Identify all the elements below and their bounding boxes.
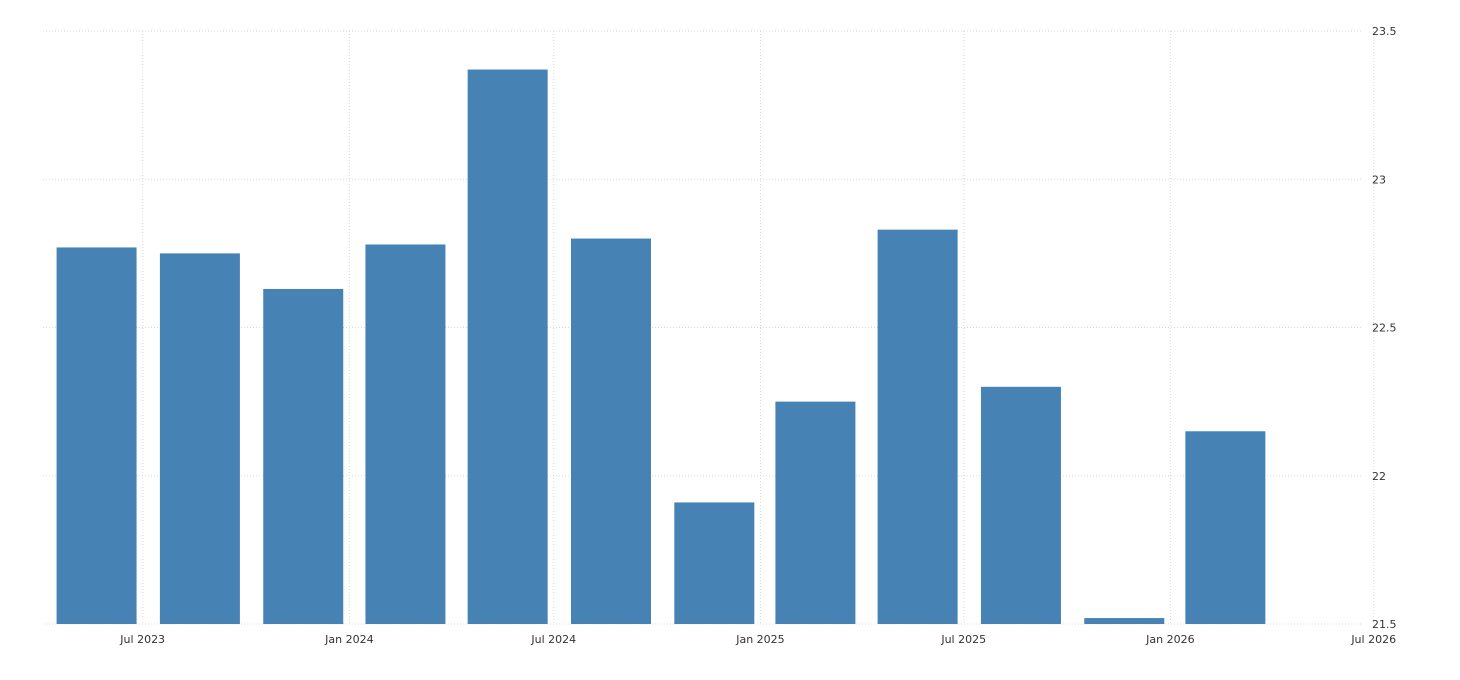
- y-axis-ticks: 21.5 22 22.5 23 23.5: [1372, 25, 1397, 631]
- bar: [980, 386, 1061, 624]
- x-tick-label: Jan 2025: [735, 633, 784, 646]
- y-tick-label: 22: [1372, 470, 1386, 483]
- y-tick-label: 23: [1372, 173, 1386, 186]
- x-tick-label: Jul 2024: [530, 633, 576, 646]
- x-tick-label: Jul 2026: [1350, 633, 1396, 646]
- bar: [263, 288, 344, 624]
- bar: [1084, 618, 1165, 624]
- x-axis-ticks: Jul 2023 Jan 2024 Jul 2024 Jan 2025 Jul …: [119, 633, 1396, 646]
- bar: [674, 502, 755, 624]
- y-tick-label: 22.5: [1372, 322, 1397, 335]
- x-tick-label: Jul 2025: [940, 633, 986, 646]
- bar: [56, 247, 137, 624]
- bar: [467, 69, 548, 625]
- bar: [877, 229, 958, 624]
- bar: [1185, 431, 1266, 624]
- grid-lines: [43, 30, 1375, 625]
- bar: [775, 401, 856, 624]
- x-tick-label: Jan 2024: [324, 633, 373, 646]
- bar: [159, 253, 240, 624]
- y-tick-label: 23.5: [1372, 25, 1397, 38]
- bars: [56, 69, 1266, 625]
- x-tick-label: Jan 2026: [1145, 633, 1194, 646]
- y-tick-label: 21.5: [1372, 618, 1397, 631]
- x-tick-label: Jul 2023: [119, 633, 165, 646]
- bar: [570, 238, 651, 625]
- bar: [365, 244, 446, 625]
